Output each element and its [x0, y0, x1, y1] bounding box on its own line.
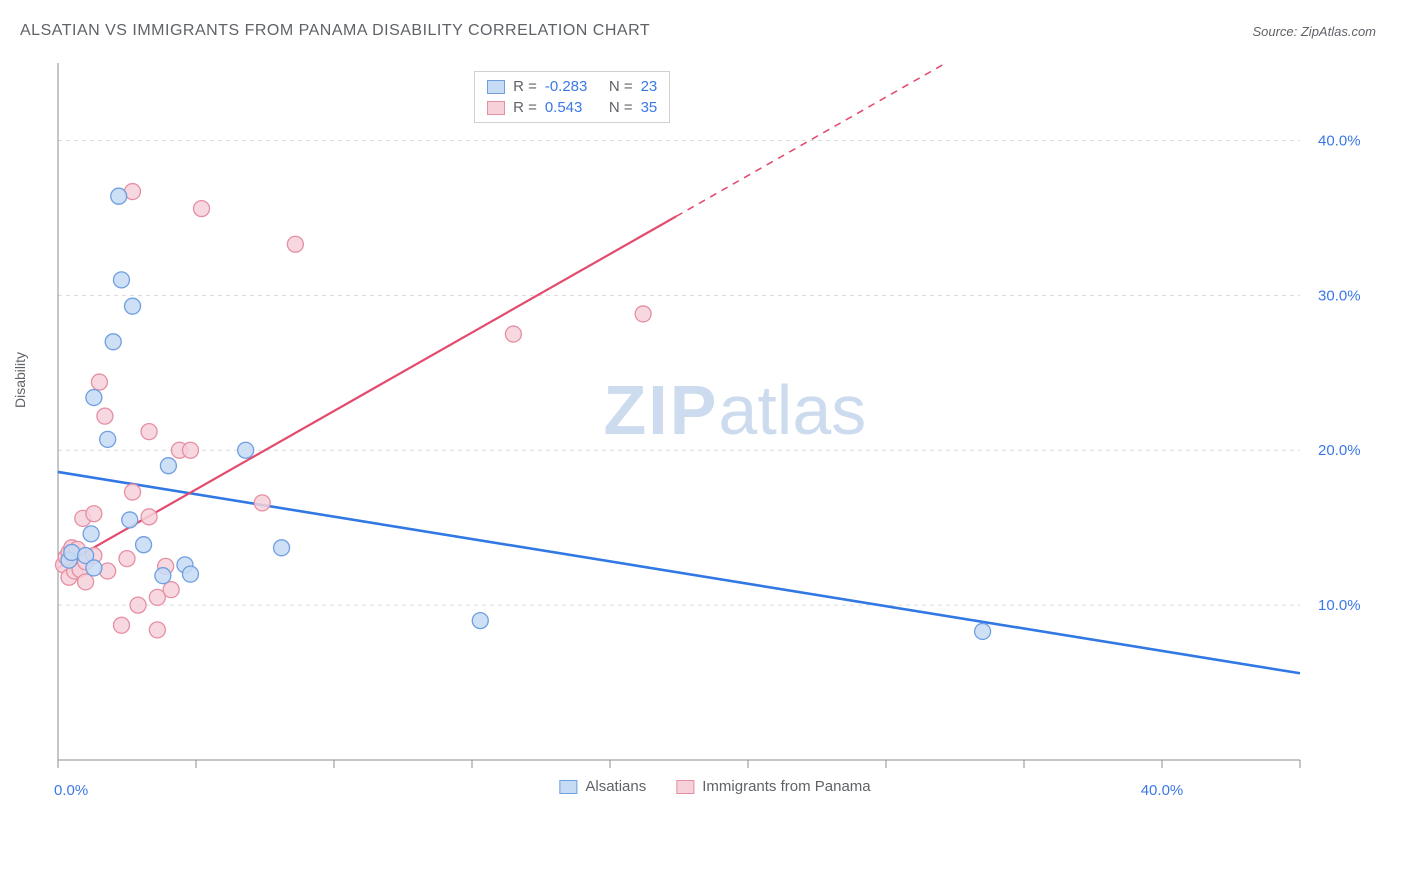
legend-label: Alsatians	[585, 778, 646, 795]
chart-container: Disability 10.0%20.0%30.0%40.0%0.0%40.0%…	[50, 55, 1380, 800]
n-value: 35	[641, 99, 658, 116]
scatter-plot: 10.0% 20.0% 30.0% 40.0% 0.0% 40.0%	[50, 55, 1380, 800]
scatter-point	[113, 617, 129, 633]
scatter-point	[125, 484, 141, 500]
scatter-point	[149, 622, 165, 638]
scatter-point	[97, 408, 113, 424]
scatter-point	[111, 188, 127, 204]
scatter-point	[635, 306, 651, 322]
legend-item: Alsatians	[559, 778, 646, 795]
y-tick-label: 10.0%	[1318, 597, 1361, 614]
y-tick-label: 30.0%	[1318, 287, 1361, 304]
legend-swatch	[676, 780, 694, 794]
y-tick-label: 20.0%	[1318, 442, 1361, 459]
r-label: R =	[513, 99, 537, 116]
scatter-point	[125, 298, 141, 314]
legend-stats-row: R = -0.283 N = 23	[475, 76, 669, 97]
scatter-point	[182, 566, 198, 582]
legend-item: Immigrants from Panama	[676, 778, 870, 795]
legend-swatch	[487, 80, 505, 94]
scatter-point	[83, 526, 99, 542]
scatter-point	[505, 326, 521, 342]
scatter-point	[287, 236, 303, 252]
scatter-point	[472, 613, 488, 629]
scatter-point	[141, 509, 157, 525]
n-value: 23	[641, 78, 658, 95]
legend-swatch	[487, 101, 505, 115]
scatter-point	[91, 374, 107, 390]
r-value: -0.283	[545, 78, 601, 95]
y-tick-label: 40.0%	[1318, 132, 1361, 149]
scatter-point	[113, 272, 129, 288]
scatter-point	[194, 201, 210, 217]
scatter-point	[105, 334, 121, 350]
legend-label: Immigrants from Panama	[702, 778, 870, 795]
legend-swatch	[559, 780, 577, 794]
scatter-point	[975, 623, 991, 639]
scatter-point	[163, 582, 179, 598]
scatter-point	[182, 442, 198, 458]
n-label: N =	[609, 78, 633, 95]
trend-line	[58, 472, 1300, 673]
source-label: Source: ZipAtlas.com	[1252, 24, 1376, 39]
scatter-point	[238, 442, 254, 458]
x-tick-label: 40.0%	[1141, 782, 1184, 799]
scatter-point	[86, 560, 102, 576]
r-label: R =	[513, 78, 537, 95]
scatter-point	[136, 537, 152, 553]
n-label: N =	[609, 99, 633, 116]
chart-title: ALSATIAN VS IMMIGRANTS FROM PANAMA DISAB…	[20, 22, 650, 40]
scatter-point	[254, 495, 270, 511]
legend-stats-row: R = 0.543 N = 35	[475, 97, 669, 118]
scatter-point	[122, 512, 138, 528]
y-axis-label: Disability	[12, 351, 28, 407]
series-legend: Alsatians Immigrants from Panama	[559, 778, 870, 795]
scatter-point	[160, 458, 176, 474]
scatter-point	[274, 540, 290, 556]
correlation-legend: R = -0.283 N = 23 R = 0.543 N = 35	[474, 71, 670, 123]
scatter-point	[130, 597, 146, 613]
scatter-point	[100, 431, 116, 447]
x-tick-label: 0.0%	[54, 782, 88, 799]
r-value: 0.543	[545, 99, 601, 116]
trend-line-dashed	[676, 63, 946, 216]
scatter-point	[155, 568, 171, 584]
scatter-point	[78, 574, 94, 590]
scatter-point	[141, 424, 157, 440]
scatter-point	[86, 506, 102, 522]
scatter-point	[86, 390, 102, 406]
scatter-point	[119, 551, 135, 567]
